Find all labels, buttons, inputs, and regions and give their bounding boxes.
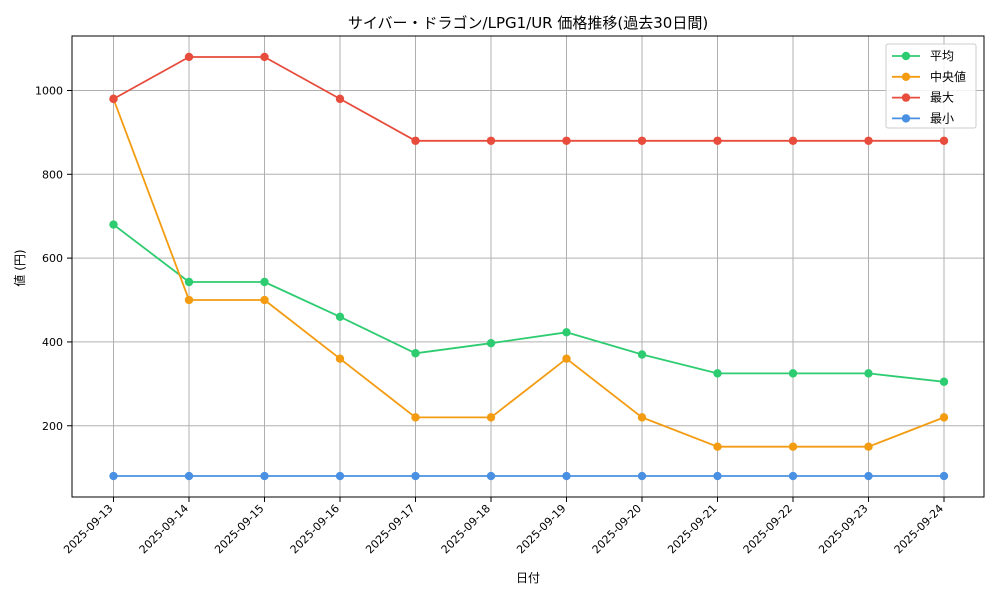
y-axis-label: 値 (円): [12, 249, 27, 286]
data-point: [109, 94, 118, 104]
chart-title: サイバー・ドラゴン/LPG1/UR 価格推移(過去30日間): [348, 14, 708, 32]
x-axis-label: 日付: [516, 571, 540, 585]
x-tick-label: 2025-09-18: [439, 502, 493, 556]
legend-marker: [901, 72, 911, 82]
legend-label: 中央値: [930, 69, 966, 84]
data-point: [864, 369, 873, 378]
y-tick-label: 200: [42, 420, 63, 433]
grid: [72, 36, 984, 497]
x-tick-label: 2025-09-17: [363, 502, 417, 556]
y-tick-label: 800: [42, 168, 63, 181]
data-point: [260, 52, 269, 62]
data-point: [788, 471, 798, 481]
data-point: [109, 471, 118, 481]
data-point: [335, 312, 345, 321]
x-tick-label: 2025-09-16: [288, 502, 342, 556]
data-point: [713, 369, 722, 378]
x-tick-label: 2025-09-23: [816, 502, 870, 556]
x-tick-label: 2025-09-13: [61, 502, 115, 556]
data-point: [260, 295, 269, 305]
data-point: [939, 377, 949, 386]
legend-label: 最大: [930, 91, 954, 105]
data-point: [184, 277, 194, 287]
data-point: [713, 442, 722, 451]
y-tick-label: 400: [42, 336, 63, 349]
data-point: [864, 471, 873, 481]
data-point: [562, 136, 571, 145]
data-point: [335, 354, 345, 363]
data-point: [637, 136, 647, 145]
data-point: [260, 277, 269, 287]
legend-marker: [901, 51, 911, 61]
data-point: [335, 94, 345, 104]
x-tick-label: 2025-09-20: [590, 502, 644, 556]
data-point: [486, 471, 496, 481]
data-point: [637, 413, 647, 422]
data-point: [486, 136, 496, 145]
data-point: [411, 136, 420, 145]
legend-marker: [901, 93, 911, 102]
data-point: [411, 471, 420, 481]
legend-marker: [901, 114, 911, 123]
data-point: [713, 136, 722, 145]
data-point: [788, 369, 798, 378]
series-group: [109, 52, 949, 481]
data-point: [939, 413, 949, 422]
data-point: [788, 136, 798, 145]
data-point: [864, 442, 873, 451]
data-point: [486, 338, 496, 348]
series-line: [113, 56, 944, 142]
x-tick-label: 2025-09-19: [514, 502, 568, 556]
data-point: [562, 354, 571, 363]
legend-label: 平均: [930, 49, 954, 63]
data-point: [713, 471, 722, 481]
data-point: [864, 136, 873, 145]
data-point: [184, 52, 194, 62]
x-tick-label: 2025-09-14: [137, 502, 191, 556]
data-point: [109, 220, 118, 229]
x-tick-label: 2025-09-21: [665, 502, 719, 556]
y-tick-label: 600: [42, 252, 63, 265]
y-tick-label: 1000: [35, 84, 63, 97]
data-point: [184, 295, 194, 305]
data-point: [411, 413, 420, 422]
legend-box: [885, 43, 977, 129]
data-point: [788, 442, 798, 451]
series-line: [112, 223, 945, 383]
legend-label: 最小: [930, 111, 954, 125]
data-point: [335, 471, 345, 481]
data-point: [562, 328, 571, 337]
data-point: [411, 349, 420, 358]
data-point: [637, 471, 647, 481]
data-point: [260, 471, 269, 481]
data-point: [939, 136, 949, 145]
data-point: [486, 413, 496, 422]
x-tick-label: 2025-09-15: [212, 502, 266, 556]
series-line: [112, 98, 945, 448]
data-point: [939, 471, 949, 481]
data-point: [637, 350, 647, 359]
plot-frame: [71, 35, 985, 498]
x-tick-label: 2025-09-22: [741, 502, 795, 556]
data-point: [184, 471, 194, 481]
x-tick-label: 2025-09-24: [892, 502, 946, 556]
data-point: [562, 471, 571, 481]
